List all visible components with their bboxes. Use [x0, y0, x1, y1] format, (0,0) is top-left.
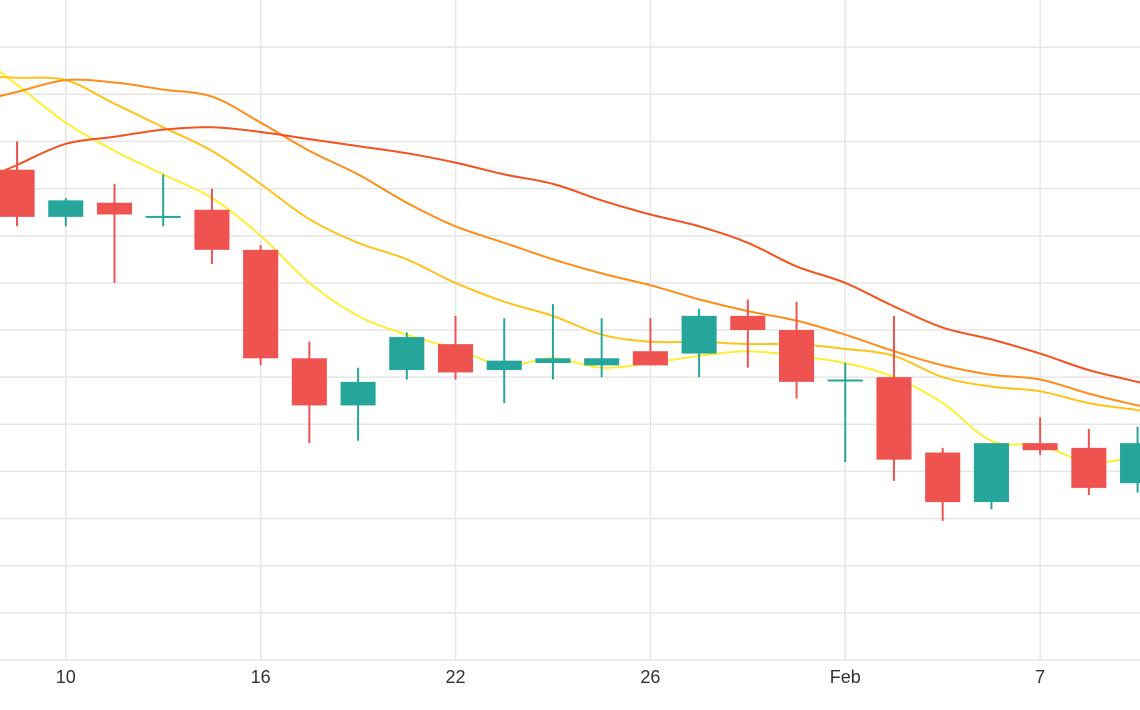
x-tick-label: 7 [1035, 667, 1045, 687]
candle-body [194, 209, 230, 250]
candle-down [779, 301, 815, 399]
candles [0, 141, 1140, 521]
candle-down [243, 245, 279, 366]
candle-up [681, 308, 717, 378]
candle-body [0, 169, 35, 217]
x-tick-label: 10 [56, 667, 76, 687]
candle-up [486, 318, 522, 404]
candle-body [340, 381, 376, 406]
candle-up [340, 367, 376, 441]
candle-down [876, 315, 912, 481]
x-tick-label: Feb [830, 667, 861, 687]
moving-average-lines [0, 70, 1140, 464]
candle-down [437, 315, 474, 380]
candle-body [827, 379, 863, 382]
candle-down [0, 141, 35, 227]
moving-average-line-ma-10 [0, 75, 1140, 412]
candle-down [1071, 429, 1107, 495]
candle-up [1120, 426, 1140, 493]
candle-body [291, 358, 327, 406]
candle-body [437, 344, 474, 373]
candle-body [876, 377, 912, 460]
candle-body [973, 443, 1009, 503]
candle-body [1022, 443, 1058, 451]
candle-body [681, 315, 717, 354]
candle-down [730, 299, 766, 368]
candle-body [779, 330, 815, 382]
candle-down [1022, 417, 1058, 455]
x-axis: 10 16 22 26 Feb 7 [56, 667, 1045, 687]
candle-up [48, 198, 84, 227]
candle-up [145, 174, 181, 227]
candle-down [632, 318, 668, 366]
candle-body [730, 315, 766, 330]
candle-body [48, 200, 84, 217]
candle-up [389, 332, 425, 380]
candle-up [584, 318, 620, 378]
candle-body [243, 249, 279, 359]
candle-body [96, 202, 133, 215]
candle-down [96, 183, 133, 283]
candle-down [291, 341, 327, 444]
candle-up [535, 304, 571, 380]
candle-down [925, 447, 961, 521]
candle-up [973, 443, 1009, 510]
candle-body [535, 358, 571, 363]
candle-body [1071, 447, 1107, 488]
x-tick-label: 22 [445, 667, 465, 687]
moving-average-line-ma-5 [0, 70, 1140, 464]
x-tick-label: 26 [640, 667, 660, 687]
candle-body [632, 351, 668, 366]
grid [0, 0, 1140, 661]
candle-body [925, 452, 961, 503]
candle-body [145, 215, 181, 218]
candle-body [486, 360, 522, 371]
candle-body [389, 337, 425, 371]
candle-up [827, 363, 863, 462]
moving-average-line-ma-30 [0, 126, 1140, 384]
candle-body [584, 358, 620, 366]
x-tick-label: 16 [251, 667, 271, 687]
candle-body [1120, 443, 1140, 484]
candle-down [194, 188, 230, 264]
moving-average-line-ma-20 [0, 78, 1140, 408]
